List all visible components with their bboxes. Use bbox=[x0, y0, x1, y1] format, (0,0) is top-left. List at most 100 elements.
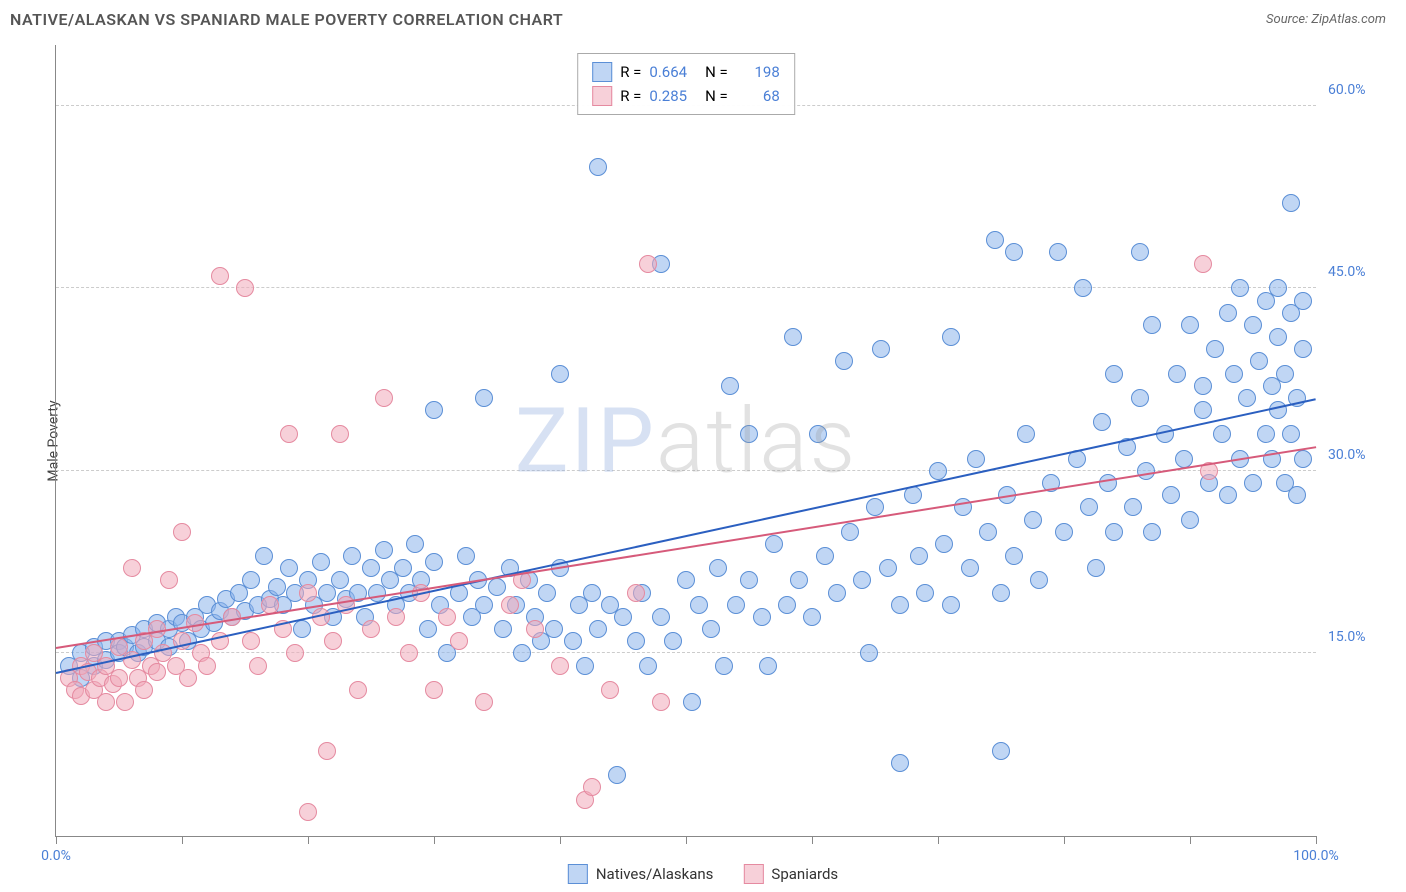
scatter-point-natives bbox=[809, 425, 827, 443]
scatter-point-natives bbox=[589, 620, 607, 638]
scatter-point-natives bbox=[1276, 365, 1294, 383]
legend-label: Natives/Alaskans bbox=[596, 865, 714, 883]
scatter-point-spaniards bbox=[331, 425, 349, 443]
stat-N-value: 198 bbox=[736, 60, 780, 84]
scatter-point-natives bbox=[1288, 486, 1306, 504]
scatter-point-spaniards bbox=[324, 632, 342, 650]
scatter-point-natives bbox=[664, 632, 682, 650]
scatter-point-natives bbox=[1137, 462, 1155, 480]
scatter-point-natives bbox=[1294, 450, 1312, 468]
scatter-point-natives bbox=[929, 462, 947, 480]
scatter-point-natives bbox=[872, 340, 890, 358]
scatter-point-natives bbox=[753, 608, 771, 626]
stat-R-value: 0.664 bbox=[649, 60, 693, 84]
scatter-point-natives bbox=[312, 553, 330, 571]
scatter-point-natives bbox=[583, 584, 601, 602]
scatter-point-natives bbox=[835, 352, 853, 370]
scatter-point-natives bbox=[394, 559, 412, 577]
scatter-point-natives bbox=[1105, 523, 1123, 541]
scatter-point-natives bbox=[564, 632, 582, 650]
scatter-point-natives bbox=[1168, 365, 1186, 383]
legend-label: Spaniards bbox=[771, 865, 838, 883]
stats-row-natives: R = 0.664 N = 198 bbox=[592, 60, 780, 84]
scatter-point-natives bbox=[816, 547, 834, 565]
scatter-point-natives bbox=[551, 365, 569, 383]
scatter-point-spaniards bbox=[551, 657, 569, 675]
scatter-point-spaniards bbox=[148, 663, 166, 681]
scatter-point-natives bbox=[1244, 474, 1262, 492]
scatter-point-natives bbox=[1105, 365, 1123, 383]
scatter-point-natives bbox=[425, 553, 443, 571]
scatter-point-natives bbox=[992, 742, 1010, 760]
legend-item-spaniards: Spaniards bbox=[743, 864, 838, 884]
scatter-point-natives bbox=[702, 620, 720, 638]
scatter-point-natives bbox=[828, 584, 846, 602]
scatter-point-spaniards bbox=[438, 608, 456, 626]
scatter-point-natives bbox=[1131, 389, 1149, 407]
stat-R-label: R = bbox=[620, 84, 641, 108]
x-tick bbox=[1316, 836, 1317, 844]
scatter-point-natives bbox=[683, 693, 701, 711]
y-tick-label: 45.0% bbox=[1328, 264, 1388, 280]
scatter-point-natives bbox=[280, 559, 298, 577]
scatter-point-natives bbox=[614, 608, 632, 626]
scatter-point-natives bbox=[790, 571, 808, 589]
scatter-point-natives bbox=[1250, 352, 1268, 370]
scatter-point-natives bbox=[406, 535, 424, 553]
y-tick-label: 60.0% bbox=[1328, 82, 1388, 98]
scatter-point-natives bbox=[1074, 279, 1092, 297]
legend-swatch-spaniards bbox=[743, 864, 763, 884]
scatter-point-natives bbox=[1005, 547, 1023, 565]
scatter-point-spaniards bbox=[450, 632, 468, 650]
scatter-point-natives bbox=[992, 584, 1010, 602]
x-tick bbox=[938, 836, 939, 844]
scatter-point-natives bbox=[709, 559, 727, 577]
scatter-point-spaniards bbox=[286, 644, 304, 662]
scatter-point-natives bbox=[1124, 498, 1142, 516]
x-tick bbox=[812, 836, 813, 844]
scatter-point-natives bbox=[627, 632, 645, 650]
scatter-point-spaniards bbox=[601, 681, 619, 699]
scatter-point-natives bbox=[879, 559, 897, 577]
x-tick bbox=[434, 836, 435, 844]
scatter-point-natives bbox=[513, 644, 531, 662]
scatter-point-natives bbox=[293, 620, 311, 638]
stat-R-label: R = bbox=[620, 60, 641, 84]
scatter-point-natives bbox=[639, 657, 657, 675]
swatch-spaniards bbox=[592, 86, 612, 106]
scatter-point-natives bbox=[910, 547, 928, 565]
scatter-point-natives bbox=[1005, 243, 1023, 261]
scatter-point-natives bbox=[784, 328, 802, 346]
x-tick bbox=[686, 836, 687, 844]
stat-N-label: N = bbox=[701, 60, 727, 84]
scatter-point-natives bbox=[1244, 316, 1262, 334]
y-tick-label: 15.0% bbox=[1328, 629, 1388, 645]
trend-line-natives bbox=[56, 398, 1316, 674]
scatter-point-natives bbox=[1131, 243, 1149, 261]
scatter-point-natives bbox=[475, 389, 493, 407]
scatter-point-natives bbox=[1181, 511, 1199, 529]
scatter-point-spaniards bbox=[400, 644, 418, 662]
legend-swatch-natives bbox=[568, 864, 588, 884]
scatter-point-natives bbox=[1294, 340, 1312, 358]
scatter-point-natives bbox=[255, 547, 273, 565]
scatter-point-natives bbox=[1024, 511, 1042, 529]
scatter-point-natives bbox=[677, 571, 695, 589]
scatter-point-natives bbox=[1175, 450, 1193, 468]
scatter-point-natives bbox=[853, 571, 871, 589]
scatter-point-natives bbox=[576, 657, 594, 675]
scatter-point-spaniards bbox=[116, 693, 134, 711]
scatter-point-spaniards bbox=[299, 584, 317, 602]
scatter-point-natives bbox=[242, 571, 260, 589]
scatter-point-natives bbox=[494, 620, 512, 638]
scatter-point-natives bbox=[778, 596, 796, 614]
scatter-point-spaniards bbox=[211, 267, 229, 285]
scatter-point-natives bbox=[727, 596, 745, 614]
scatter-point-natives bbox=[545, 620, 563, 638]
scatter-point-natives bbox=[331, 571, 349, 589]
scatter-point-spaniards bbox=[160, 571, 178, 589]
scatter-point-spaniards bbox=[375, 389, 393, 407]
scatter-point-natives bbox=[538, 584, 556, 602]
x-tick bbox=[56, 836, 57, 844]
scatter-point-spaniards bbox=[1194, 255, 1212, 273]
